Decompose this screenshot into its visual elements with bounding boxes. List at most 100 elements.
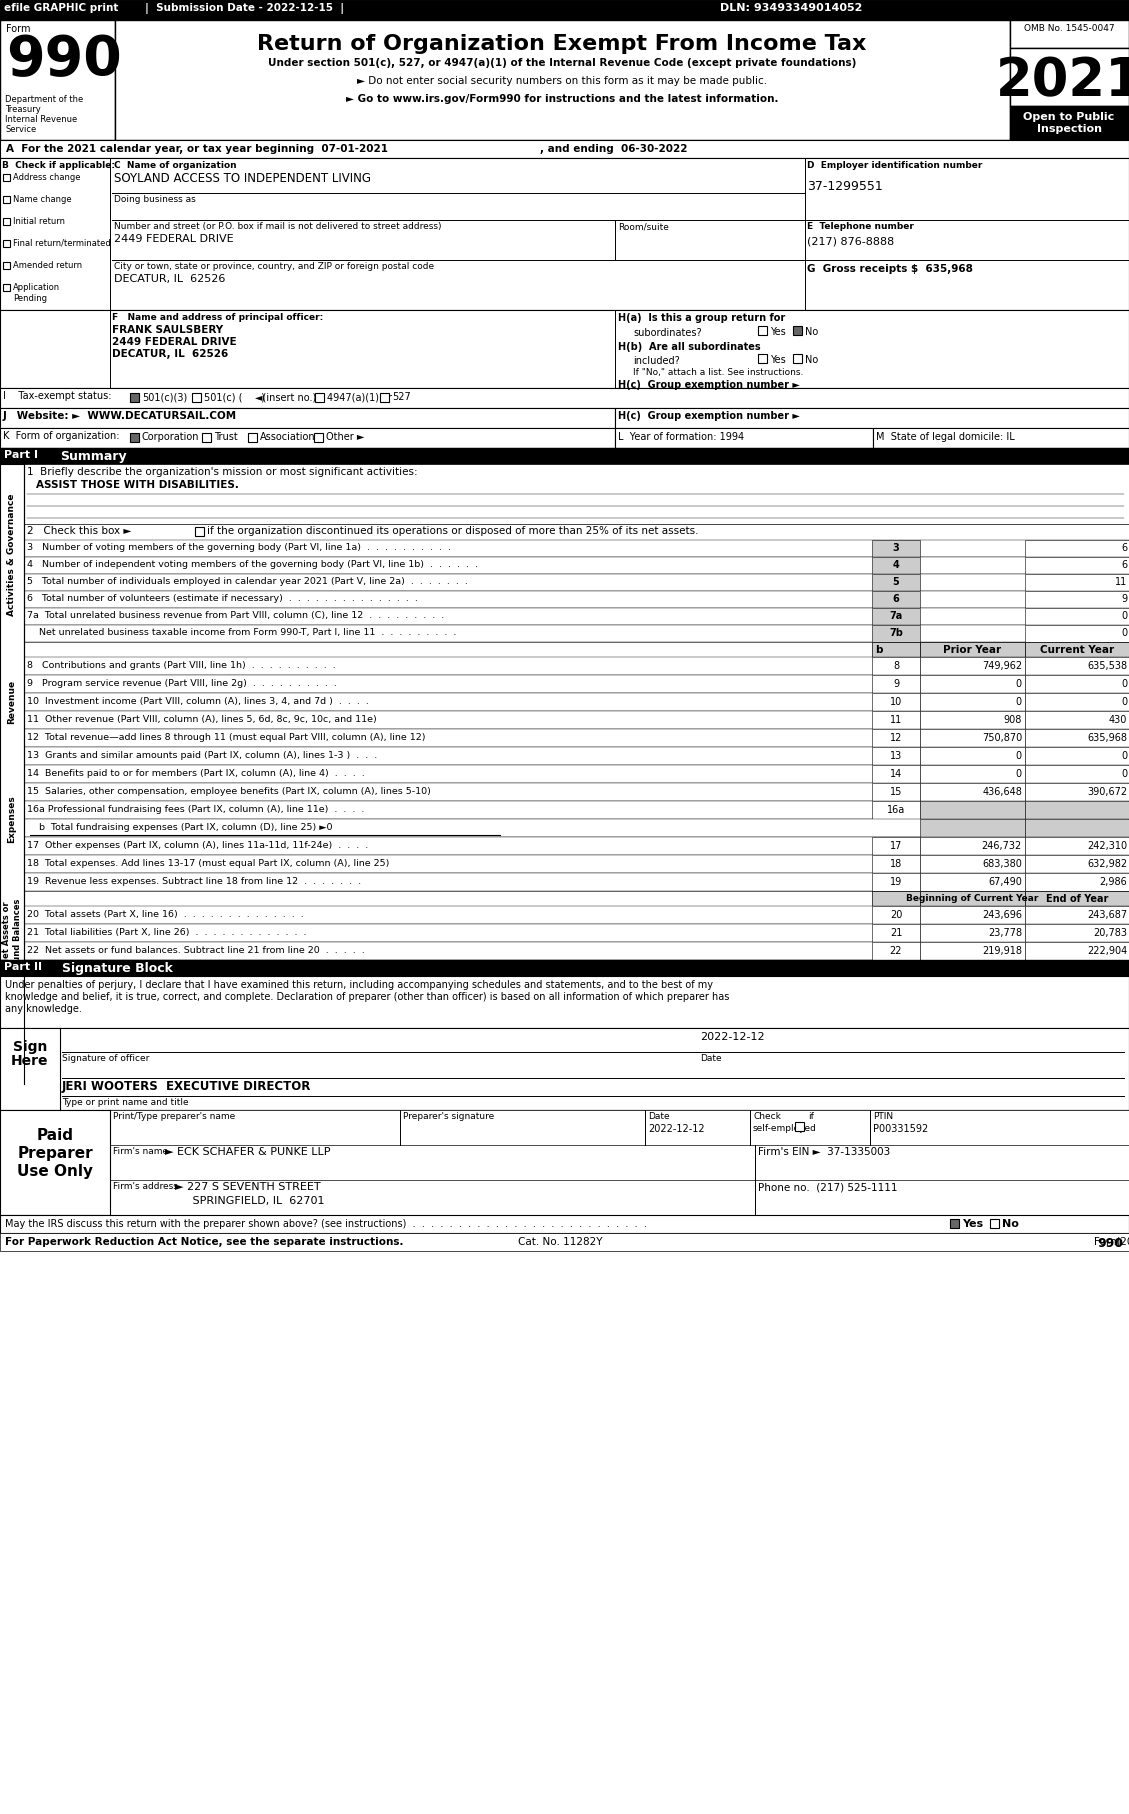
Text: Firm's EIN ►  37-1335003: Firm's EIN ► 37-1335003 xyxy=(758,1146,891,1157)
Text: Yes: Yes xyxy=(770,327,786,337)
Text: 9   Program service revenue (Part VIII, line 2g)  .  .  .  .  .  .  .  .  .  .: 9 Program service revenue (Part VIII, li… xyxy=(27,678,336,688)
Bar xyxy=(1025,541,1129,557)
Text: 18: 18 xyxy=(890,860,902,869)
Bar xyxy=(130,394,139,403)
Text: Initial return: Initial return xyxy=(14,218,65,227)
Bar xyxy=(872,905,920,923)
Text: Net unrelated business taxable income from Form 990-T, Part I, line 11  .  .  . : Net unrelated business taxable income fr… xyxy=(27,628,456,637)
Text: Firm's name: Firm's name xyxy=(113,1146,168,1156)
Text: 21  Total liabilities (Part X, line 26)  .  .  .  .  .  .  .  .  .  .  .  .  .: 21 Total liabilities (Part X, line 26) .… xyxy=(27,929,306,938)
Text: Preparer: Preparer xyxy=(17,1146,93,1161)
Bar xyxy=(1025,729,1129,747)
Text: 11: 11 xyxy=(890,715,902,726)
Text: 13  Grants and similar amounts paid (Part IX, column (A), lines 1-3 )  .  .  .: 13 Grants and similar amounts paid (Part… xyxy=(27,751,377,760)
Text: DECATUR, IL  62526: DECATUR, IL 62526 xyxy=(114,274,226,285)
Text: 7a: 7a xyxy=(890,611,902,620)
Text: 10  Investment income (Part VIII, column (A), lines 3, 4, and 7d )  .  .  .  .: 10 Investment income (Part VIII, column … xyxy=(27,697,369,706)
Text: K  Form of organization:: K Form of organization: xyxy=(3,432,120,441)
Bar xyxy=(1025,802,1129,818)
Text: 0: 0 xyxy=(1016,769,1022,778)
Text: subordinates?: subordinates? xyxy=(633,328,701,337)
Bar xyxy=(615,428,873,448)
Text: ◄(insert no.): ◄(insert no.) xyxy=(255,392,316,403)
Bar xyxy=(920,642,1025,657)
Bar xyxy=(0,1029,1129,1110)
Bar xyxy=(793,354,802,363)
Text: ► ECK SCHAFER & PUNKE LLP: ► ECK SCHAFER & PUNKE LLP xyxy=(165,1146,331,1157)
Text: 12: 12 xyxy=(890,733,902,744)
Text: 0: 0 xyxy=(1121,628,1127,639)
Text: 632,982: 632,982 xyxy=(1087,860,1127,869)
Bar xyxy=(872,941,920,960)
Bar xyxy=(0,541,1129,557)
Bar xyxy=(0,693,1129,711)
Bar xyxy=(872,923,920,941)
Text: 0: 0 xyxy=(1121,611,1127,620)
Text: Signature Block: Signature Block xyxy=(62,961,173,974)
Text: 7b: 7b xyxy=(889,628,903,639)
Text: 22: 22 xyxy=(890,945,902,956)
Text: 15  Salaries, other compensation, employee benefits (Part IX, column (A), lines : 15 Salaries, other compensation, employe… xyxy=(27,787,431,796)
Text: Association: Association xyxy=(260,432,316,443)
Text: self-employed: self-employed xyxy=(753,1125,817,1134)
Bar xyxy=(990,1219,999,1228)
Text: SOYLAND ACCESS TO INDEPENDENT LIVING: SOYLAND ACCESS TO INDEPENDENT LIVING xyxy=(114,172,371,185)
Text: Number and street (or P.O. box if mail is not delivered to street address): Number and street (or P.O. box if mail i… xyxy=(114,221,441,230)
Bar xyxy=(1025,941,1129,960)
Text: Doing business as: Doing business as xyxy=(114,194,195,203)
Bar xyxy=(949,1219,959,1228)
Text: 430: 430 xyxy=(1109,715,1127,726)
Text: Cat. No. 11282Y: Cat. No. 11282Y xyxy=(518,1237,602,1246)
Text: 222,904: 222,904 xyxy=(1087,945,1127,956)
Bar xyxy=(872,802,920,818)
Text: 0: 0 xyxy=(1121,678,1127,689)
Bar xyxy=(872,557,920,573)
Bar xyxy=(0,524,1129,541)
Bar xyxy=(0,158,1129,310)
Text: E  Telephone number: E Telephone number xyxy=(807,221,913,230)
Text: 0: 0 xyxy=(1121,751,1127,762)
Bar xyxy=(872,891,920,905)
Text: Firm's address: Firm's address xyxy=(113,1183,178,1192)
Text: Preparer's signature: Preparer's signature xyxy=(403,1112,495,1121)
Text: 527: 527 xyxy=(392,392,411,403)
Text: ► Go to www.irs.gov/Form990 for instructions and the latest information.: ► Go to www.irs.gov/Form990 for instruct… xyxy=(345,94,778,103)
Bar xyxy=(1025,608,1129,626)
Text: 0: 0 xyxy=(1121,769,1127,778)
Text: Amended return: Amended return xyxy=(14,261,82,270)
Text: Under section 501(c), 527, or 4947(a)(1) of the Internal Revenue Code (except pr: Under section 501(c), 527, or 4947(a)(1)… xyxy=(268,58,856,67)
Bar xyxy=(1025,747,1129,766)
Text: efile GRAPHIC print: efile GRAPHIC print xyxy=(5,4,119,13)
Bar xyxy=(0,448,1129,464)
Bar xyxy=(1010,20,1129,47)
Bar xyxy=(920,923,1025,941)
Bar xyxy=(0,464,1129,524)
Text: Sign: Sign xyxy=(12,1039,47,1054)
Bar xyxy=(314,434,323,443)
Text: 18  Total expenses. Add lines 13-17 (must equal Part IX, column (A), line 25): 18 Total expenses. Add lines 13-17 (must… xyxy=(27,860,390,869)
Bar xyxy=(0,626,1129,642)
Bar xyxy=(0,729,1129,747)
Text: May the IRS discuss this return with the preparer shown above? (see instructions: May the IRS discuss this return with the… xyxy=(5,1219,647,1230)
Bar xyxy=(1025,626,1129,642)
Bar xyxy=(0,675,1129,693)
Text: Type or print name and title: Type or print name and title xyxy=(62,1097,189,1107)
Text: 2,986: 2,986 xyxy=(1100,876,1127,887)
Text: Name change: Name change xyxy=(14,194,71,203)
Bar xyxy=(872,766,920,784)
Text: 15: 15 xyxy=(890,787,902,796)
Bar xyxy=(1025,642,1129,657)
Text: 13: 13 xyxy=(890,751,902,762)
Bar xyxy=(920,802,1025,818)
Text: b  Total fundraising expenses (Part IX, column (D), line 25) ►0: b Total fundraising expenses (Part IX, c… xyxy=(27,824,333,833)
Text: Yes: Yes xyxy=(770,356,786,365)
Bar xyxy=(0,923,1129,941)
Text: b: b xyxy=(875,646,883,655)
Text: Internal Revenue: Internal Revenue xyxy=(5,114,77,123)
Bar xyxy=(3,196,10,203)
Text: DLN: 93493349014052: DLN: 93493349014052 xyxy=(720,4,863,13)
Text: 11  Other revenue (Part VIII, column (A), lines 5, 6d, 8c, 9c, 10c, and 11e): 11 Other revenue (Part VIII, column (A),… xyxy=(27,715,377,724)
Text: Summary: Summary xyxy=(60,450,126,463)
Text: Prior Year: Prior Year xyxy=(943,646,1001,655)
Text: 9: 9 xyxy=(1121,593,1127,604)
